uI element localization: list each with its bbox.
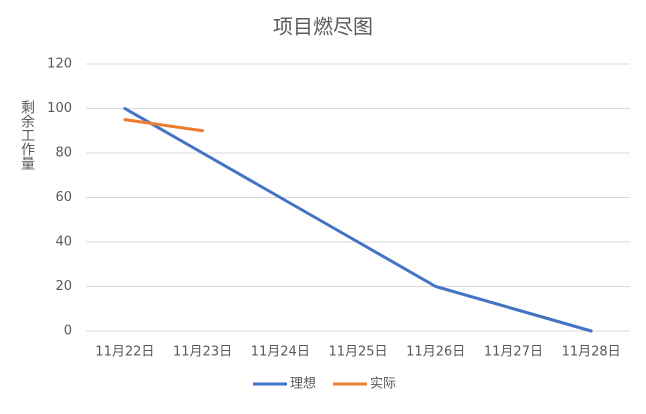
y-tick-label: 60: [55, 190, 72, 205]
legend-label: 实际: [370, 377, 396, 392]
y-tick-label: 0: [64, 324, 72, 339]
y-axis-label: 剩余工作量: [19, 100, 35, 170]
series-line: [123, 118, 205, 133]
x-tick-label: 11月26日: [406, 345, 465, 360]
x-tick-label: 11月22日: [95, 345, 154, 360]
x-tick-label: 11月27日: [484, 345, 543, 360]
y-tick-label: 20: [55, 279, 72, 294]
y-tick-label: 40: [55, 235, 72, 250]
x-tick-label: 11月25日: [328, 345, 387, 360]
series-line: [123, 107, 593, 333]
x-tick-label: 11月24日: [251, 345, 310, 360]
x-tick-label: 11月23日: [173, 345, 232, 360]
y-tick-label: 100: [47, 101, 72, 116]
legend-label: 理想: [290, 376, 316, 392]
y-tick-label: 120: [47, 57, 72, 72]
x-tick-label: 11月28日: [562, 345, 621, 360]
y-tick-label: 80: [55, 146, 72, 161]
chart-title: 项目燃尽图: [273, 15, 373, 39]
